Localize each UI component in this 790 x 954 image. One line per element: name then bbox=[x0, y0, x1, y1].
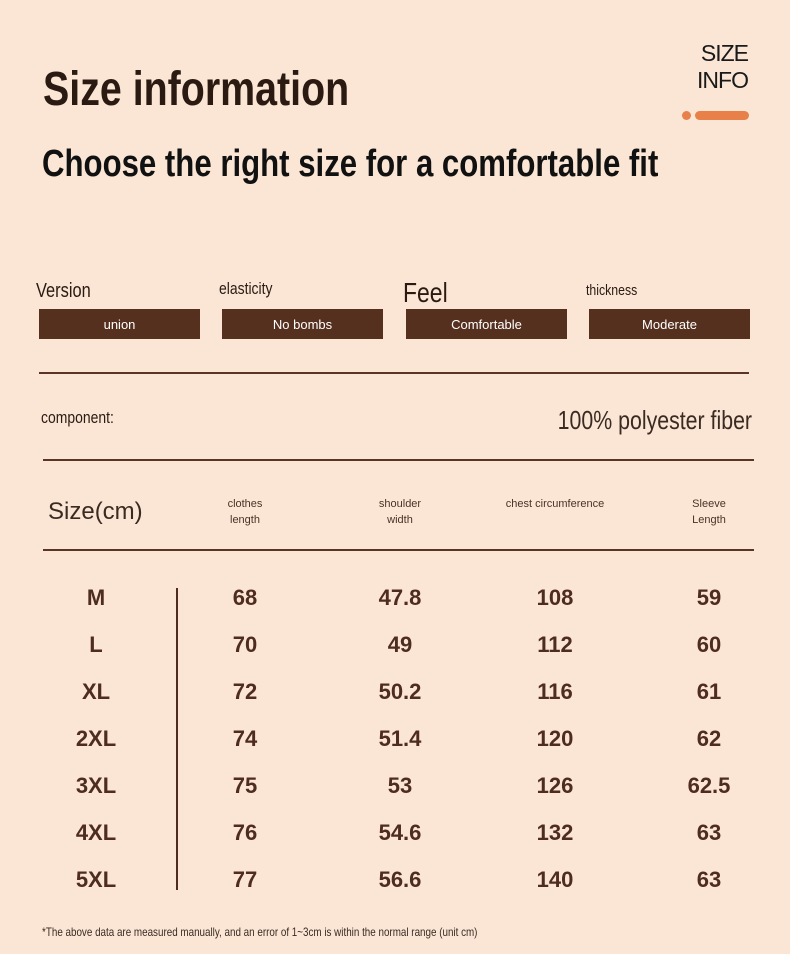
column-header: Sleeve Length bbox=[692, 498, 726, 526]
column-header: chest circumference bbox=[505, 498, 605, 510]
size-value: 59 bbox=[696, 585, 722, 610]
column-header: shoulder width bbox=[378, 498, 422, 526]
attribute-label: Version bbox=[36, 280, 103, 303]
size-label: M bbox=[86, 585, 106, 610]
size-label: 2XL bbox=[75, 726, 117, 751]
size-value: 62.5 bbox=[687, 773, 731, 798]
attribute-label-text: elasticity bbox=[219, 279, 273, 298]
subtitle-text: Choose the right size for a comfortable … bbox=[42, 143, 659, 185]
title-text: Size information bbox=[43, 63, 350, 116]
component-label: component: bbox=[41, 408, 130, 428]
size-label: XL bbox=[81, 679, 111, 704]
size-value: 56.6 bbox=[378, 867, 422, 892]
badge-dot bbox=[682, 111, 691, 120]
size-value: 77 bbox=[232, 867, 258, 892]
size-value: 53 bbox=[387, 773, 413, 798]
attribute-value: union bbox=[39, 309, 200, 339]
size-label: L bbox=[89, 632, 103, 657]
column-divider bbox=[176, 588, 178, 890]
attribute-value: Comfortable bbox=[406, 309, 567, 339]
size-value: 47.8 bbox=[378, 585, 422, 610]
component-value: 100% polyester fiber bbox=[512, 405, 752, 436]
size-value: 116 bbox=[537, 679, 573, 704]
footnote: *The above data are measured manually, a… bbox=[42, 925, 573, 939]
component-value-text: 100% polyester fiber bbox=[557, 405, 752, 435]
size-value: 76 bbox=[232, 820, 258, 845]
size-value: 74 bbox=[232, 726, 258, 751]
size-value: 49 bbox=[387, 632, 413, 657]
size-value: 63 bbox=[696, 820, 722, 845]
attribute-label-text: Feel bbox=[403, 277, 448, 308]
subtitle: Choose the right size for a comfortable … bbox=[42, 143, 790, 186]
component-label-text: component: bbox=[41, 408, 114, 427]
size-value: 75 bbox=[232, 773, 258, 798]
size-value: 68 bbox=[232, 585, 258, 610]
title: Size information bbox=[43, 62, 416, 117]
divider bbox=[43, 549, 754, 551]
attribute-label-text: Version bbox=[36, 280, 91, 302]
attribute-label: Feel bbox=[403, 277, 457, 309]
attribute-label: elasticity bbox=[219, 279, 284, 299]
attribute-value: Moderate bbox=[589, 309, 750, 339]
divider bbox=[39, 372, 749, 374]
size-header: Size(cm) bbox=[48, 498, 143, 525]
badge-bar bbox=[695, 111, 749, 120]
size-value: 72 bbox=[232, 679, 258, 704]
size-label: 5XL bbox=[75, 867, 117, 892]
attribute-label-text: thickness bbox=[586, 282, 638, 299]
size-value: 62 bbox=[696, 726, 722, 751]
size-value: 108 bbox=[536, 585, 574, 610]
size-label: 4XL bbox=[75, 820, 117, 845]
badge-line: INFO bbox=[697, 67, 749, 93]
size-value: 112 bbox=[537, 632, 573, 657]
size-value: 60 bbox=[696, 632, 722, 657]
size-value: 70 bbox=[232, 632, 258, 657]
divider bbox=[43, 459, 754, 461]
attribute-value: No bombs bbox=[222, 309, 383, 339]
badge-line: SIZE bbox=[700, 40, 749, 66]
size-value: 120 bbox=[536, 726, 574, 751]
size-label: 3XL bbox=[75, 773, 117, 798]
size-value: 140 bbox=[536, 867, 574, 892]
size-value: 132 bbox=[536, 820, 574, 845]
size-value: 126 bbox=[536, 773, 574, 798]
size-value: 54.6 bbox=[378, 820, 422, 845]
size-value: 63 bbox=[696, 867, 722, 892]
attribute-label: thickness bbox=[586, 282, 649, 299]
footnote-text: *The above data are measured manually, a… bbox=[42, 925, 478, 939]
badge: SIZE INFO bbox=[697, 40, 749, 94]
size-value: 50.2 bbox=[378, 679, 422, 704]
size-value: 51.4 bbox=[378, 726, 422, 751]
column-header: clothes length bbox=[227, 498, 263, 526]
size-value: 61 bbox=[696, 679, 722, 704]
